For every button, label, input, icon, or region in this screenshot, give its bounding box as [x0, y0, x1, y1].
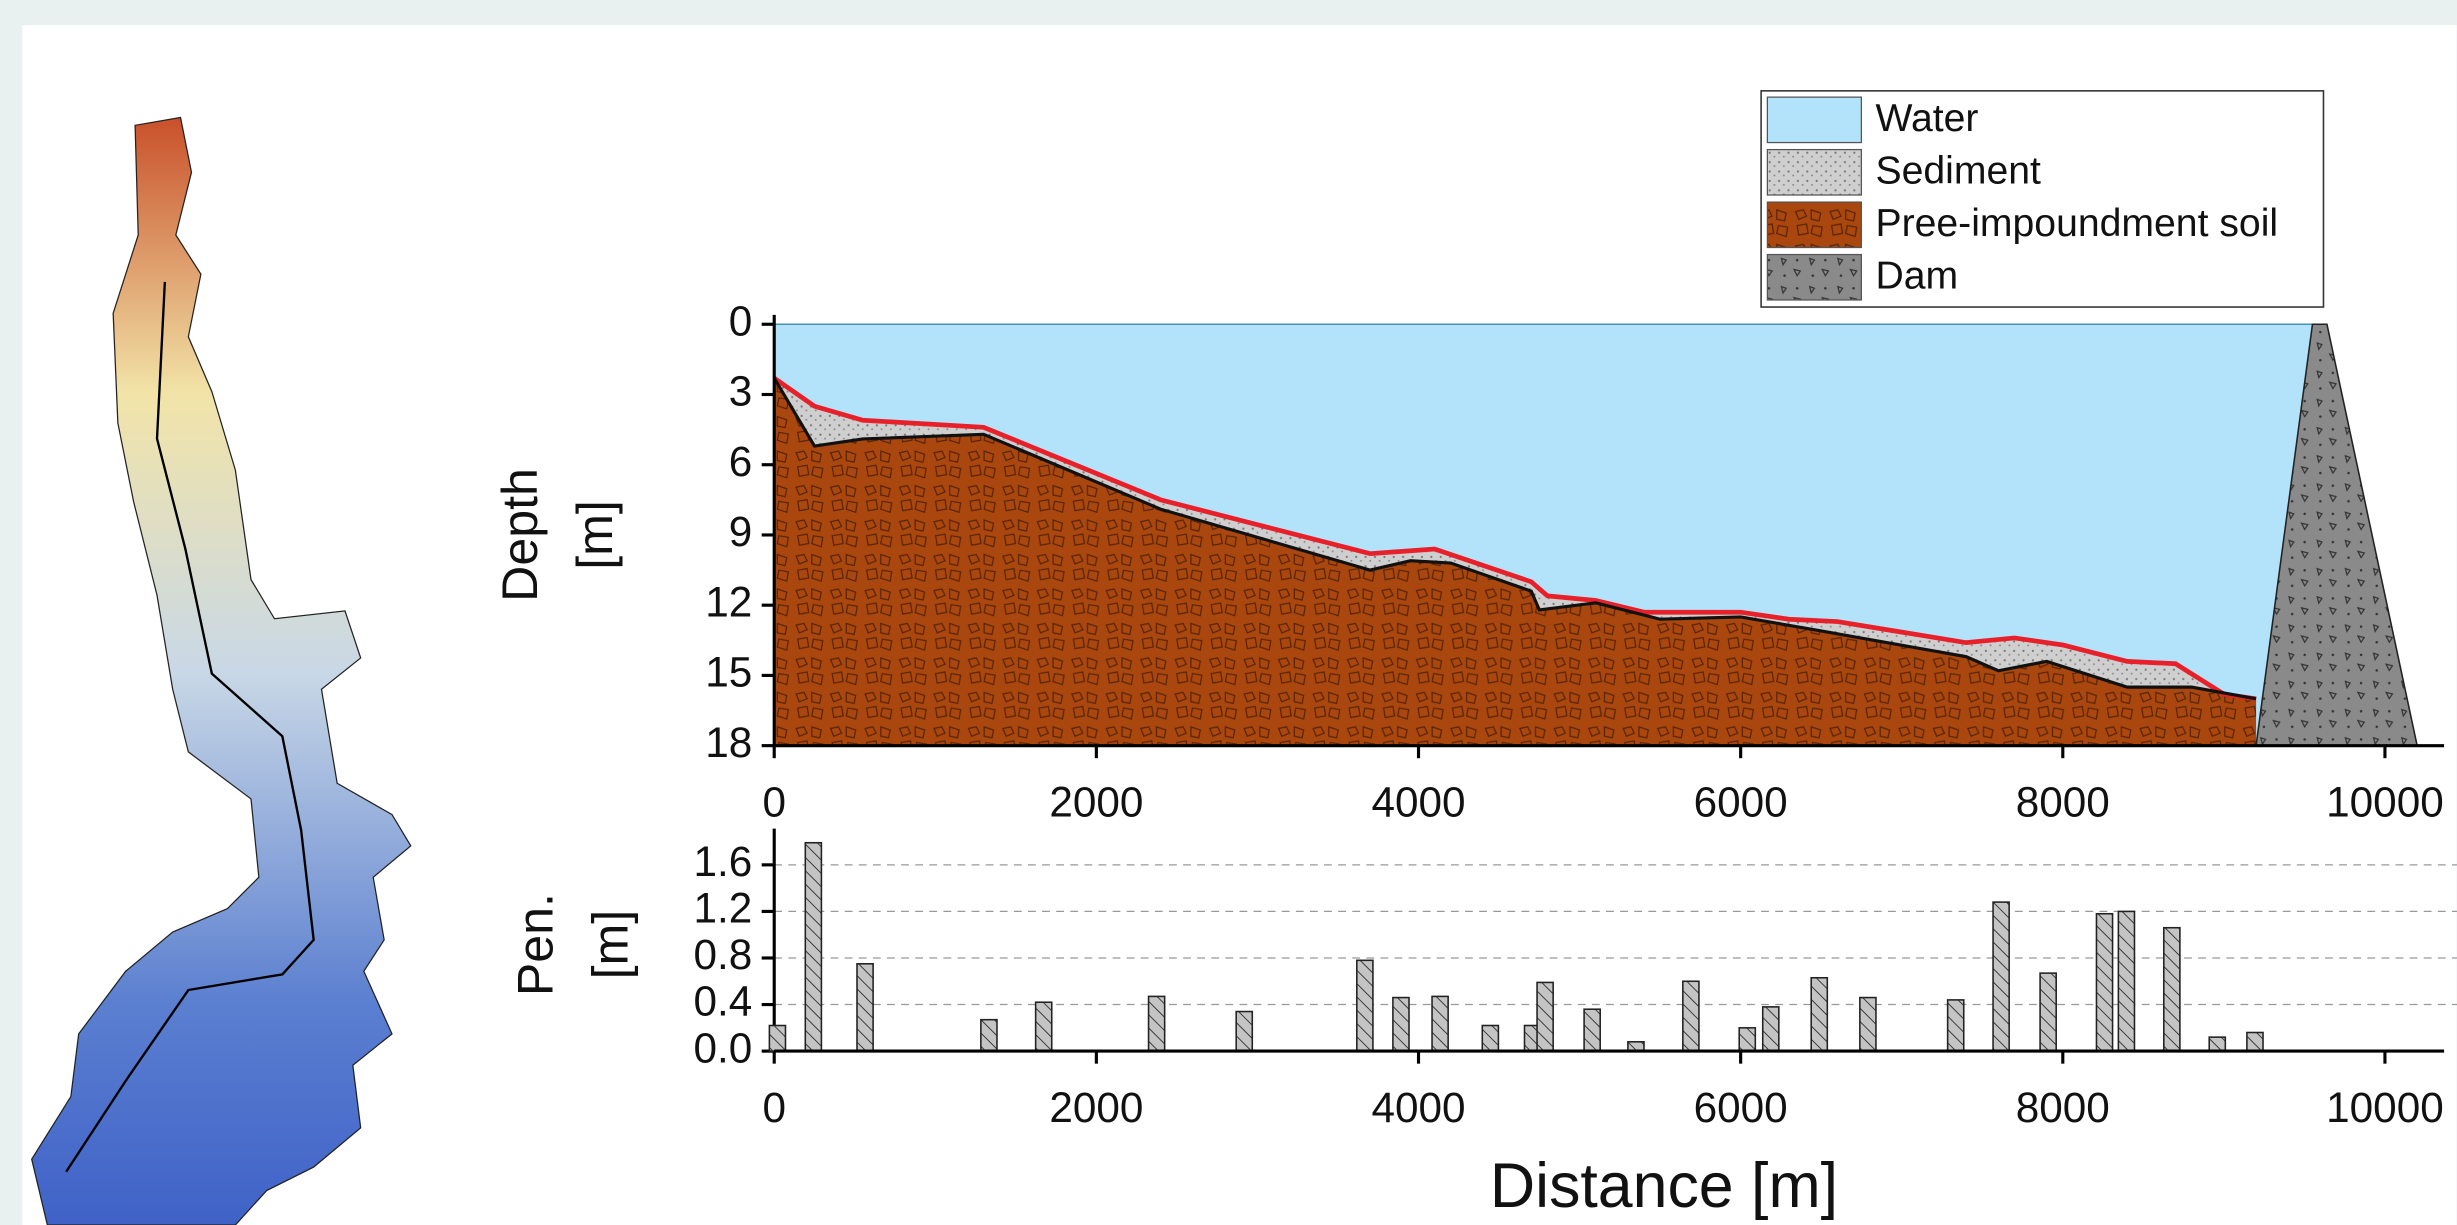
reservoir-map — [31, 116, 412, 1225]
x-tick-label: 6000 — [1694, 778, 1788, 825]
bar — [1682, 980, 1700, 1052]
legend: Water Sediment Pree-impoundment soil Dam — [1760, 90, 2325, 308]
bar — [1761, 1006, 1780, 1052]
legend-swatch — [1766, 253, 1862, 301]
bar — [1235, 1010, 1254, 1052]
x-tick-label: 10000 — [2326, 778, 2444, 825]
bar — [1034, 1001, 1053, 1052]
y-tick-label: 12 — [705, 578, 752, 625]
bar — [2163, 926, 2181, 1052]
legend-swatch — [1766, 96, 1862, 144]
y-tick-label: 0 — [729, 297, 753, 344]
x-tick-label: 0 — [762, 778, 786, 825]
y-tick-label: 18 — [705, 719, 752, 766]
bar — [1147, 995, 1166, 1052]
y-axis-label: [m] — [583, 910, 639, 980]
legend-label: Dam — [1875, 254, 1958, 297]
y-axis-label: [m] — [567, 500, 623, 570]
x-tick-label: 4000 — [1371, 1084, 1465, 1131]
y-tick-label: 3 — [729, 368, 753, 415]
y-tick-label: 1.2 — [694, 885, 753, 932]
y-tick-label: 15 — [705, 649, 752, 696]
y-tick-label: 0.4 — [694, 978, 753, 1025]
bar — [1946, 999, 1965, 1052]
bar — [1583, 1008, 1601, 1052]
legend-label: Sediment — [1875, 149, 2041, 192]
x-tick-label: 2000 — [1049, 778, 1143, 825]
bar — [1859, 996, 1877, 1052]
bar — [856, 963, 874, 1052]
x-tick-label: 8000 — [2016, 1084, 2110, 1131]
series-line — [772, 376, 2257, 702]
x-tick-label: 8000 — [2016, 778, 2110, 825]
bar — [804, 841, 823, 1052]
bar — [2117, 910, 2136, 1052]
legend-label: Pree-impoundment soil — [1875, 202, 2278, 245]
x-tick-label: 4000 — [1371, 778, 1465, 825]
bar — [1536, 981, 1554, 1052]
bar — [2039, 972, 2057, 1052]
y-tick-label: 6 — [729, 438, 753, 485]
bar — [1481, 1024, 1500, 1052]
bar — [1738, 1027, 1757, 1052]
y-tick-label: 0.8 — [694, 931, 753, 978]
bar — [1992, 901, 2010, 1052]
y-tick-label: 0.0 — [694, 1024, 753, 1071]
bar — [980, 1018, 998, 1052]
legend-swatch — [1766, 148, 1862, 196]
legend-swatch — [1766, 201, 1862, 249]
bar — [2208, 1036, 2227, 1052]
bar — [2246, 1031, 2264, 1052]
x-tick-label: 0 — [762, 1084, 786, 1131]
bar — [1431, 995, 1449, 1052]
x-tick-label: 10000 — [2326, 1084, 2444, 1131]
x-tick-label: 6000 — [1694, 1084, 1788, 1131]
series-line — [772, 377, 2257, 701]
y-axis-label: Pen. — [507, 893, 563, 996]
bar — [1356, 959, 1374, 1052]
legend-label: Water — [1875, 97, 1978, 140]
y-axis-label: Depth — [492, 468, 548, 602]
bar — [1392, 996, 1410, 1052]
bar — [2095, 912, 2114, 1052]
soil-area — [774, 378, 2257, 746]
x-tick-label: 2000 — [1049, 1084, 1143, 1131]
bar — [1810, 976, 1829, 1052]
bar — [768, 1024, 787, 1052]
y-tick-label: 1.6 — [694, 838, 753, 885]
y-tick-label: 9 — [729, 508, 753, 555]
x-axis-label: Distance [m] — [1490, 1151, 1838, 1221]
